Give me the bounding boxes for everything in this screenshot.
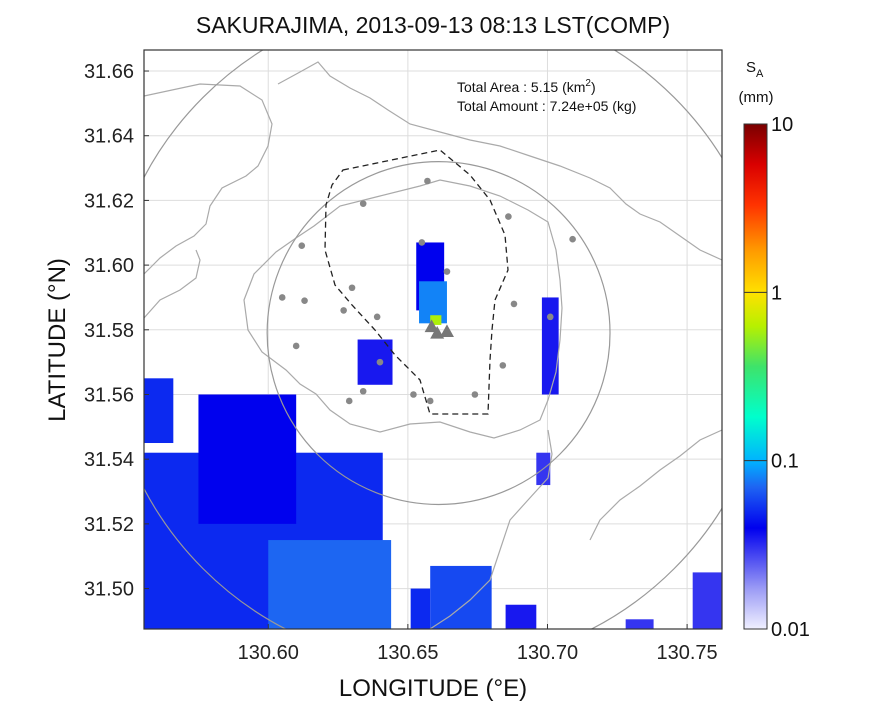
- total-amount-annotation: Total Amount : 7.24e+05 (kg): [457, 98, 636, 114]
- colorbar-symbol-main: S: [746, 59, 756, 76]
- station-marker: [546, 313, 554, 321]
- station-marker: [471, 391, 479, 398]
- station-marker: [510, 300, 518, 308]
- y-tick-labels: 31.50 31.52 31.54 31.56 31.58 31.60 31.62 31.64…: [84, 61, 149, 601]
- y-tick-label: 31.62: [84, 190, 134, 212]
- range-ring: [266, 160, 611, 506]
- station-marker: [298, 242, 306, 249]
- ash-cells: [144, 242, 722, 629]
- station-marker: [345, 397, 353, 405]
- colorbar-unit: (mm): [739, 89, 774, 106]
- station-marker: [278, 294, 286, 301]
- station-marker: [373, 313, 381, 321]
- ash-fall-boundary: [324, 149, 509, 415]
- total-area-text: Total Area : 5.15 (km: [457, 79, 585, 95]
- station-markers: [278, 177, 576, 405]
- total-area-unit-sup: 2: [585, 78, 591, 89]
- x-tick-label: 130.65: [377, 642, 438, 664]
- y-tick-label: 31.54: [84, 449, 134, 471]
- station-marker: [424, 177, 431, 185]
- colorbar-tick-label: 0.01: [771, 619, 810, 641]
- ash-cell: [692, 572, 722, 629]
- y-tick-label: 31.64: [84, 126, 134, 148]
- station-marker: [410, 391, 417, 398]
- x-tick-label: 130.60: [238, 642, 299, 664]
- colorbar-gradient: [743, 123, 768, 630]
- station-marker: [376, 358, 384, 366]
- station-marker: [418, 239, 426, 246]
- ash-cell: [357, 339, 393, 385]
- colorbar-symbol-sub: A: [756, 68, 764, 80]
- station-marker: [505, 213, 512, 220]
- station-marker: [301, 297, 308, 304]
- station-marker: [292, 342, 300, 350]
- vent-marker: [424, 319, 439, 333]
- x-tick-label: 130.70: [517, 642, 578, 664]
- station-marker: [569, 235, 576, 243]
- station-marker: [499, 362, 507, 369]
- station-marker: [348, 284, 356, 292]
- ash-cell: [198, 394, 297, 524]
- colorbar-tick-label: 0.1: [771, 451, 799, 473]
- y-tick-label: 31.58: [84, 320, 134, 342]
- colorbar: SA (mm) 10 1 0.1 0.01: [739, 59, 810, 641]
- station-marker: [359, 200, 367, 207]
- colorbar-ticks: 10 1 0.1 0.01: [744, 114, 810, 641]
- ash-cell: [625, 619, 654, 629]
- vent-marker: [430, 326, 445, 339]
- y-axis-label: LATITUDE (°N): [44, 258, 71, 422]
- x-tick-labels: 130.60 130.65 130.70 130.75: [238, 624, 718, 664]
- vent-markers: [424, 319, 454, 339]
- station-marker: [359, 387, 367, 395]
- coastline: [144, 61, 722, 629]
- y-tick-label: 31.60: [84, 255, 134, 277]
- y-tick-label: 31.66: [84, 61, 134, 83]
- y-tick-label: 31.56: [84, 384, 134, 406]
- ash-cell: [268, 540, 392, 629]
- station-marker: [443, 268, 451, 275]
- coastline-east: [589, 429, 722, 541]
- colorbar-tick-label: 1: [771, 282, 782, 304]
- coastline-northeast: [277, 61, 722, 261]
- ash-cell: [144, 378, 174, 444]
- plot-frame: [143, 49, 723, 630]
- ash-cell: [430, 565, 492, 629]
- station-marker: [340, 307, 347, 314]
- y-tick-label: 31.50: [84, 579, 134, 601]
- coastline-island: [243, 179, 563, 439]
- total-area-annotation: Total Area : 5.15 (km2): [457, 78, 596, 95]
- chart-title: SAKURAJIMA, 2013-09-13 08:13 LST(COMP): [196, 12, 670, 38]
- vent-marker: [439, 324, 454, 338]
- ash-cell: [505, 604, 537, 629]
- ash-cell: [410, 588, 431, 629]
- colorbar-symbol: SA: [746, 59, 764, 80]
- total-area-unit-close: ): [591, 79, 596, 95]
- ash-cell: [541, 297, 559, 395]
- x-axis-label: LONGITUDE (°E): [339, 675, 527, 702]
- y-tick-label: 31.52: [84, 514, 134, 536]
- ash-cell: [430, 315, 442, 325]
- coastline-southeast: [429, 429, 553, 629]
- colorbar-tick-label: 10: [771, 114, 793, 136]
- coastline-west: [144, 249, 201, 319]
- station-marker: [426, 397, 434, 405]
- x-tick-label: 130.75: [657, 642, 718, 664]
- coastline-north: [144, 83, 273, 275]
- range-rings: [144, 50, 722, 629]
